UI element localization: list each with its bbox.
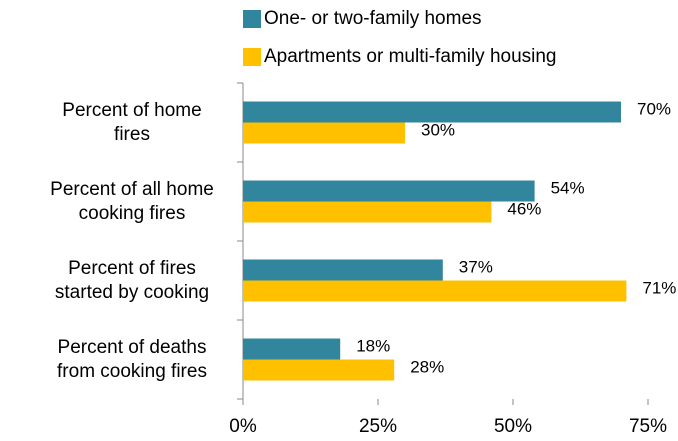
legend-label: Apartments or multi-family housing (264, 46, 557, 67)
bar (243, 359, 395, 381)
y-tick-label: Percent of home fires (62, 99, 202, 145)
bar (243, 338, 341, 360)
value-label: 18% (356, 336, 390, 355)
x-tick-label: 0% (229, 416, 257, 437)
bar (243, 122, 405, 144)
value-label: 54% (551, 178, 585, 197)
value-label: 37% (459, 257, 493, 276)
legend-swatch (243, 48, 261, 66)
bar (243, 259, 443, 281)
bar (243, 101, 621, 123)
bar (243, 201, 492, 223)
legend-label: One- or two-family homes (264, 8, 482, 29)
y-tick-label: Percent of all home cooking fires (50, 178, 214, 224)
x-tick-label: 50% (494, 416, 532, 437)
value-label: 46% (507, 199, 541, 218)
value-label: 71% (642, 278, 676, 297)
legend-swatch (243, 10, 261, 28)
y-tick-label: Percent of deaths from cooking fires (57, 336, 207, 382)
y-tick-label: Percent of fires started by cooking (54, 257, 210, 303)
x-tick-label: 25% (359, 416, 397, 437)
value-label: 30% (421, 120, 455, 139)
value-label: 70% (637, 99, 671, 118)
x-tick-label: 75% (629, 416, 667, 437)
bar (243, 180, 535, 202)
value-label: 28% (410, 357, 444, 376)
bar (243, 280, 627, 302)
